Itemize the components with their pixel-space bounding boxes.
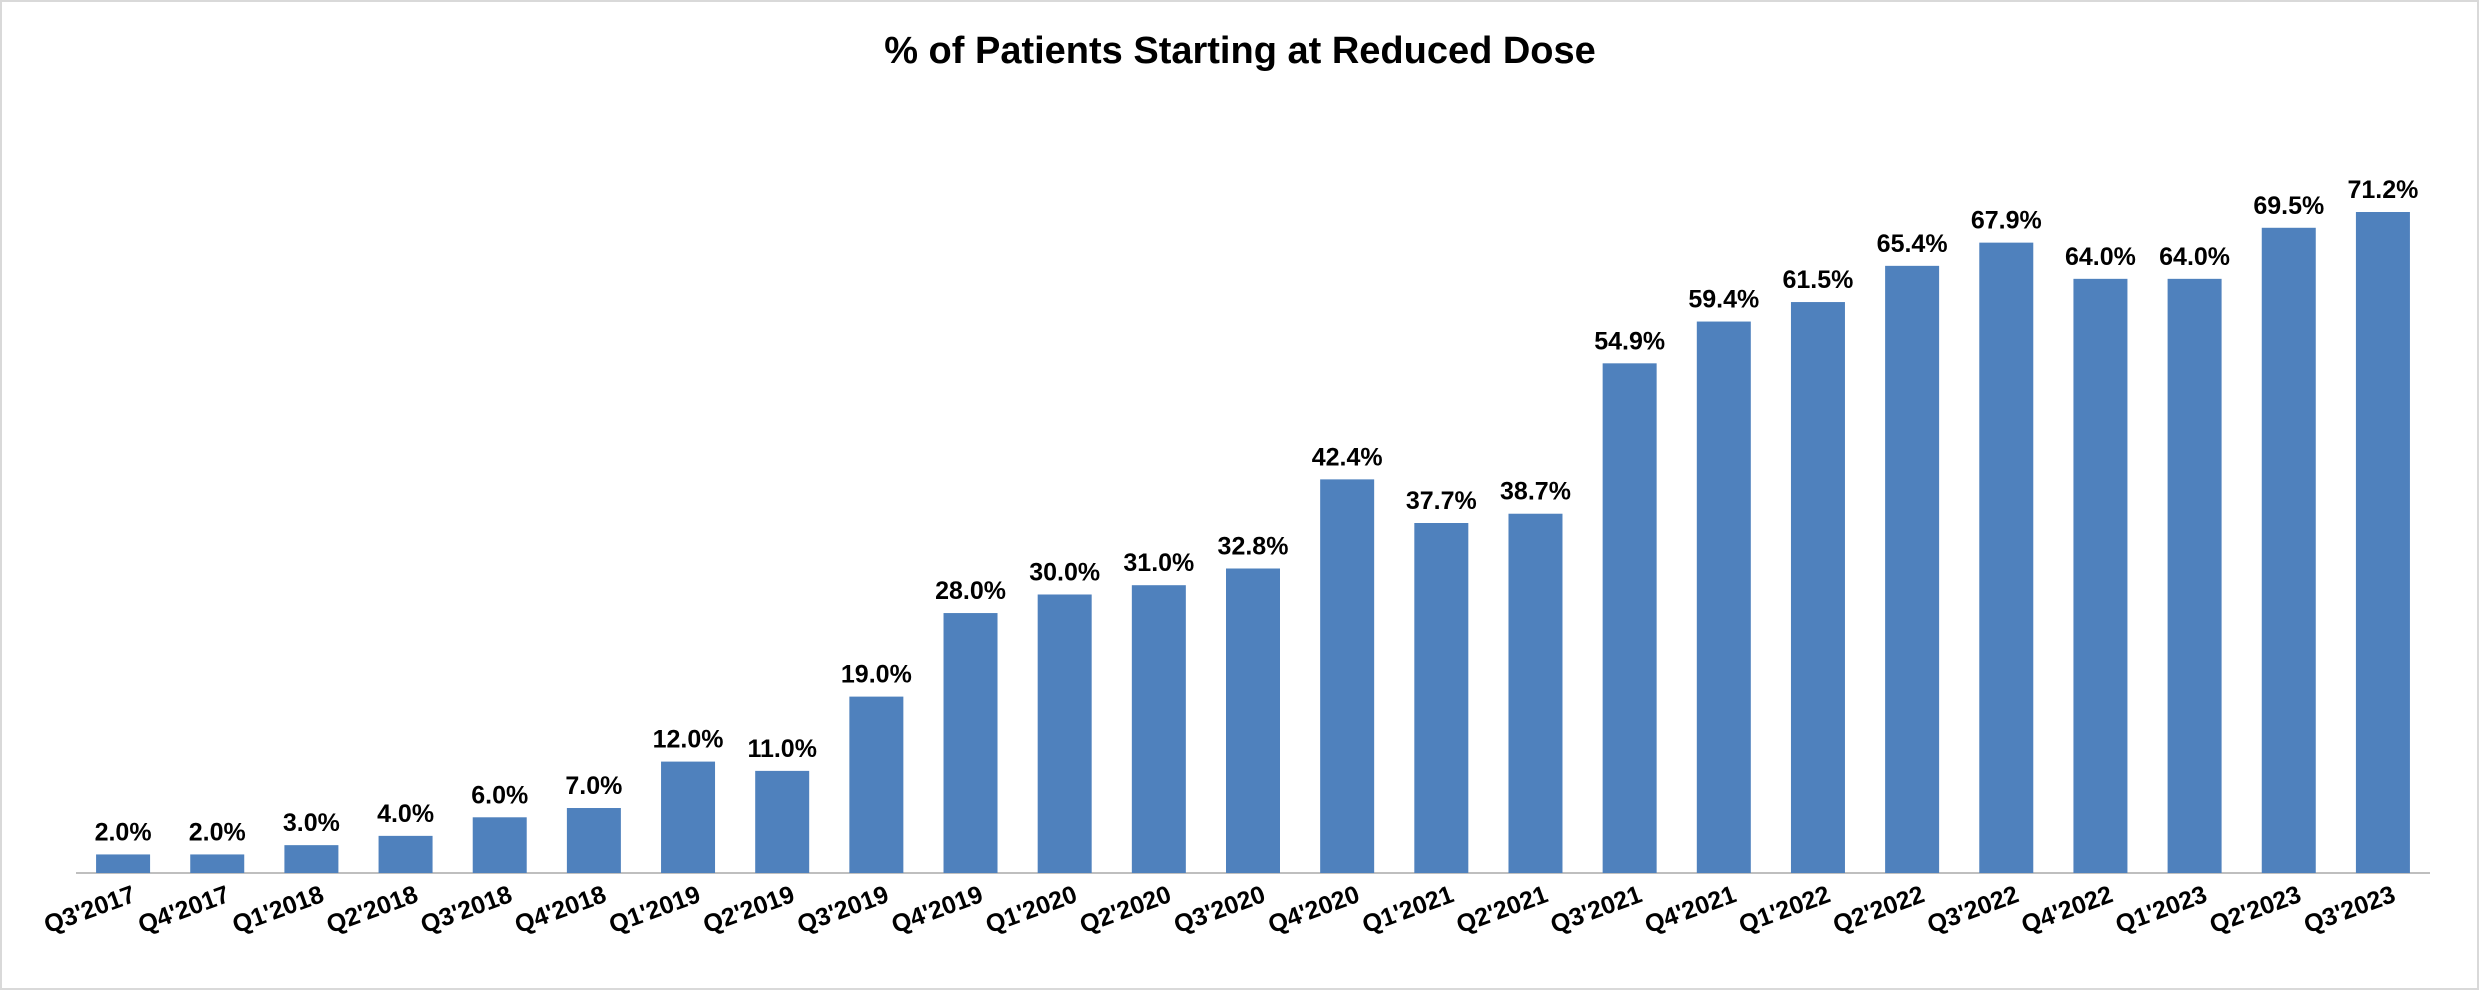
- value-label: 65.4%: [1877, 230, 1948, 258]
- value-label: 64.0%: [2159, 243, 2230, 271]
- bar: [190, 854, 245, 873]
- value-label: 64.0%: [2065, 243, 2136, 271]
- bar: [1320, 479, 1375, 873]
- bar: [472, 817, 527, 873]
- bar: [2355, 212, 2410, 873]
- value-label: 30.0%: [1029, 558, 1100, 586]
- bar: [1414, 523, 1469, 873]
- bar: [1979, 242, 2034, 873]
- bar: [2167, 278, 2222, 874]
- value-label: 61.5%: [1783, 266, 1854, 294]
- bar: [943, 613, 998, 873]
- bar: [849, 696, 904, 873]
- value-label: 28.0%: [935, 577, 1006, 605]
- bar: [1790, 302, 1845, 873]
- bar: [661, 761, 716, 873]
- bar: [2073, 278, 2128, 874]
- bar: [1885, 265, 1940, 873]
- chart-title: % of Patients Starting at Reduced Dose: [884, 30, 1596, 72]
- value-label: 31.0%: [1123, 549, 1194, 577]
- value-label: 69.5%: [2253, 192, 2324, 220]
- bar: [1602, 363, 1657, 873]
- value-label: 4.0%: [377, 800, 434, 828]
- value-label: 67.9%: [1971, 207, 2042, 235]
- value-label: 59.4%: [1688, 286, 1759, 314]
- value-label: 38.7%: [1500, 478, 1571, 506]
- bar: [1037, 594, 1092, 873]
- bar: [96, 854, 151, 873]
- bar: [2261, 227, 2316, 874]
- value-label: 71.2%: [2347, 176, 2418, 204]
- value-label: 19.0%: [841, 661, 912, 689]
- value-label: 12.0%: [653, 726, 724, 754]
- value-label: 54.9%: [1594, 327, 1665, 355]
- bar: [1508, 513, 1563, 873]
- bar: [1226, 568, 1280, 873]
- value-label: 32.8%: [1218, 532, 1289, 560]
- value-label: 2.0%: [189, 818, 246, 846]
- value-label: 7.0%: [565, 772, 622, 800]
- bar: [284, 845, 339, 873]
- value-label: 6.0%: [471, 781, 528, 809]
- bar: [1131, 585, 1186, 873]
- value-label: 42.4%: [1312, 443, 1383, 471]
- value-label: 3.0%: [283, 809, 340, 837]
- bar: [566, 808, 621, 873]
- value-label: 11.0%: [747, 735, 817, 763]
- bar: [755, 770, 810, 873]
- value-label: 2.0%: [95, 818, 152, 846]
- value-label: 37.7%: [1406, 487, 1477, 515]
- bar: [1696, 321, 1751, 874]
- bar: [378, 835, 433, 873]
